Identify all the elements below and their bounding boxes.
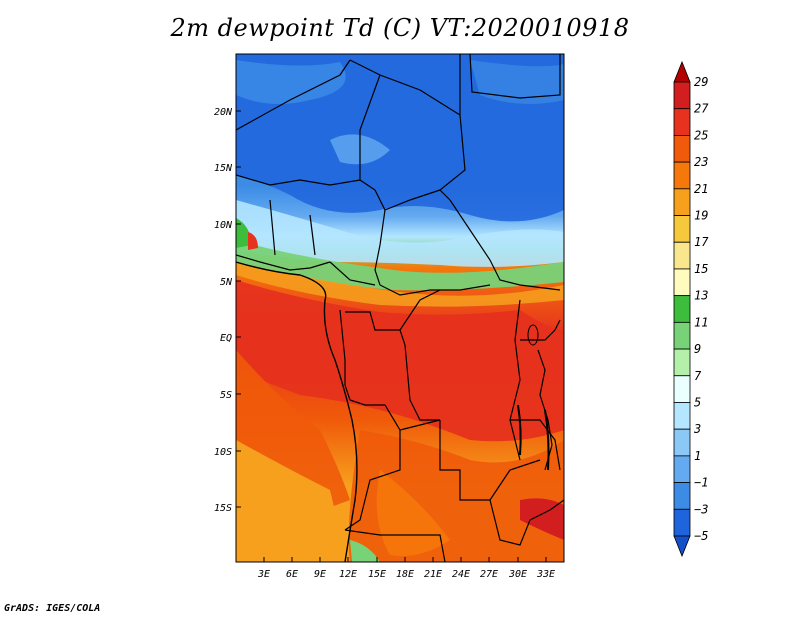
- green-band: [236, 240, 564, 291]
- colorbar-segment: [673, 428, 691, 457]
- lat-label: 10S: [214, 447, 232, 458]
- lon-label: 15E: [368, 569, 386, 580]
- lake: [517, 404, 522, 456]
- moist-patch: [236, 60, 346, 104]
- colorbar-segment: [673, 135, 691, 163]
- lake: [544, 409, 550, 471]
- colorbar-segment: [673, 482, 691, 510]
- map-plot-area: [236, 54, 564, 562]
- colorbar-segment: [673, 348, 691, 377]
- lat-label: 5N: [220, 277, 233, 288]
- colorbar-label: 7: [694, 369, 702, 383]
- map-title: 2m dewpoint Td (C) VT:2020010918: [170, 14, 630, 42]
- colorbar-label: 23: [694, 155, 708, 169]
- colorbar-labels: 29 27 25 23 21 19 17 15 13 11 9 7 5 3 1 −1 −3 −5: [693, 75, 709, 543]
- lon-label: 27E: [480, 569, 498, 580]
- colorbar-segment: [673, 321, 691, 350]
- lon-label: 30E: [508, 569, 527, 580]
- lon-label: 33E: [536, 569, 555, 580]
- colorbar-label: 25: [694, 128, 708, 142]
- colorbar-segment: [673, 268, 691, 297]
- green-patch-south: [350, 540, 380, 562]
- coastline: [236, 261, 358, 562]
- credit-text: GrADS: IGES/COLA: [4, 603, 101, 614]
- colorbar-label: 1: [694, 449, 701, 463]
- colorbar-segment: [673, 402, 691, 430]
- colorbar-segment: [673, 295, 691, 323]
- lat-label: 15S: [214, 503, 232, 514]
- lon-label: 21E: [424, 569, 442, 580]
- orange-edge: [236, 262, 564, 307]
- lat-label: EQ: [220, 333, 232, 344]
- colorbar-label: 19: [694, 209, 708, 223]
- colorbar-label: 3: [693, 422, 701, 436]
- colorbar-segment: [673, 108, 691, 136]
- colorbar-label: 17: [694, 235, 709, 249]
- lon-label: 24E: [452, 569, 470, 580]
- lake: [527, 324, 539, 346]
- lon-label: 18E: [396, 569, 414, 580]
- colorbar-label: −1: [694, 476, 708, 490]
- longitude-axis: 3E 6E 9E 12E 15E 18E 21E 24E 27E 30E 33E: [257, 557, 555, 580]
- lat-label: 15N: [214, 163, 233, 174]
- latitude-axis: 20N 15N 10N 5N EQ 5S 10S 15S: [214, 107, 241, 514]
- lat-label: 5S: [220, 390, 232, 401]
- colorbar-top-arrow: [673, 60, 691, 83]
- colorbar-segment: [673, 215, 691, 243]
- colorbar-label: 9: [694, 342, 701, 356]
- colorbar-label: 27: [694, 102, 709, 116]
- lon-label: 9E: [314, 569, 326, 580]
- transition-band: [236, 200, 564, 267]
- lat-label: 10N: [214, 220, 233, 231]
- colorbar-label: 11: [694, 315, 708, 329]
- moist-patch: [470, 60, 564, 104]
- ocean-south: [236, 440, 340, 562]
- colorbar-segment: [673, 508, 691, 537]
- colorbar-label: 21: [694, 182, 708, 196]
- colorbar-label: 15: [694, 262, 708, 276]
- colorbar-label: 13: [694, 289, 708, 303]
- colorbar-bottom-arrow: [673, 535, 691, 558]
- lon-label: 12E: [339, 569, 357, 580]
- lon-label: 3E: [257, 569, 270, 580]
- lon-label: 6E: [286, 569, 298, 580]
- colorbar-segment: [673, 375, 691, 403]
- colorbar-label: 5: [694, 395, 701, 409]
- colorbar-label: 29: [694, 75, 708, 89]
- colorbar-segment: [673, 455, 691, 483]
- colorbar-label: −3: [694, 502, 708, 516]
- humid-core: [236, 280, 564, 442]
- lat-label: 20N: [214, 107, 233, 118]
- map-frame: [235, 53, 565, 563]
- red-patch-southeast: [520, 498, 564, 540]
- colorbar-segment: [673, 81, 691, 110]
- colorbar-segment: [673, 188, 691, 216]
- colorbar-segment: [673, 241, 691, 270]
- colorbar: [673, 60, 691, 558]
- colorbar-segment: [673, 161, 691, 190]
- country-borders: [236, 54, 564, 562]
- red-spot-west: [248, 232, 258, 250]
- colorbar-label: −5: [694, 529, 708, 543]
